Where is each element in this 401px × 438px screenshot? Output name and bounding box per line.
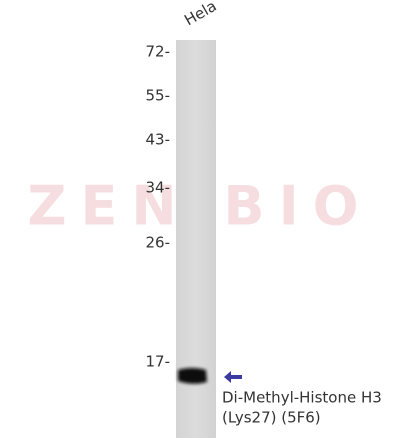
band-label: Di-Methyl-Histone H3 (Lys27) (5F6) xyxy=(222,389,382,427)
marker-label: 34- xyxy=(146,179,171,197)
protein-band xyxy=(178,368,207,384)
band-label-line: Di-Methyl-Histone H3 xyxy=(222,389,382,407)
band-arrow xyxy=(224,371,242,383)
blot-figure: ZEN BIO Hela 72-55-43-34-26-17- Di-Methy… xyxy=(0,0,401,438)
marker-label: 17- xyxy=(146,353,171,371)
lane-label: Hela xyxy=(181,0,219,29)
marker-label: 72- xyxy=(146,43,171,61)
marker-label: 43- xyxy=(146,131,171,149)
marker-label: 55- xyxy=(146,87,171,105)
band-label-line: (Lys27) (5F6) xyxy=(222,409,321,427)
marker-label: 26- xyxy=(146,234,171,252)
